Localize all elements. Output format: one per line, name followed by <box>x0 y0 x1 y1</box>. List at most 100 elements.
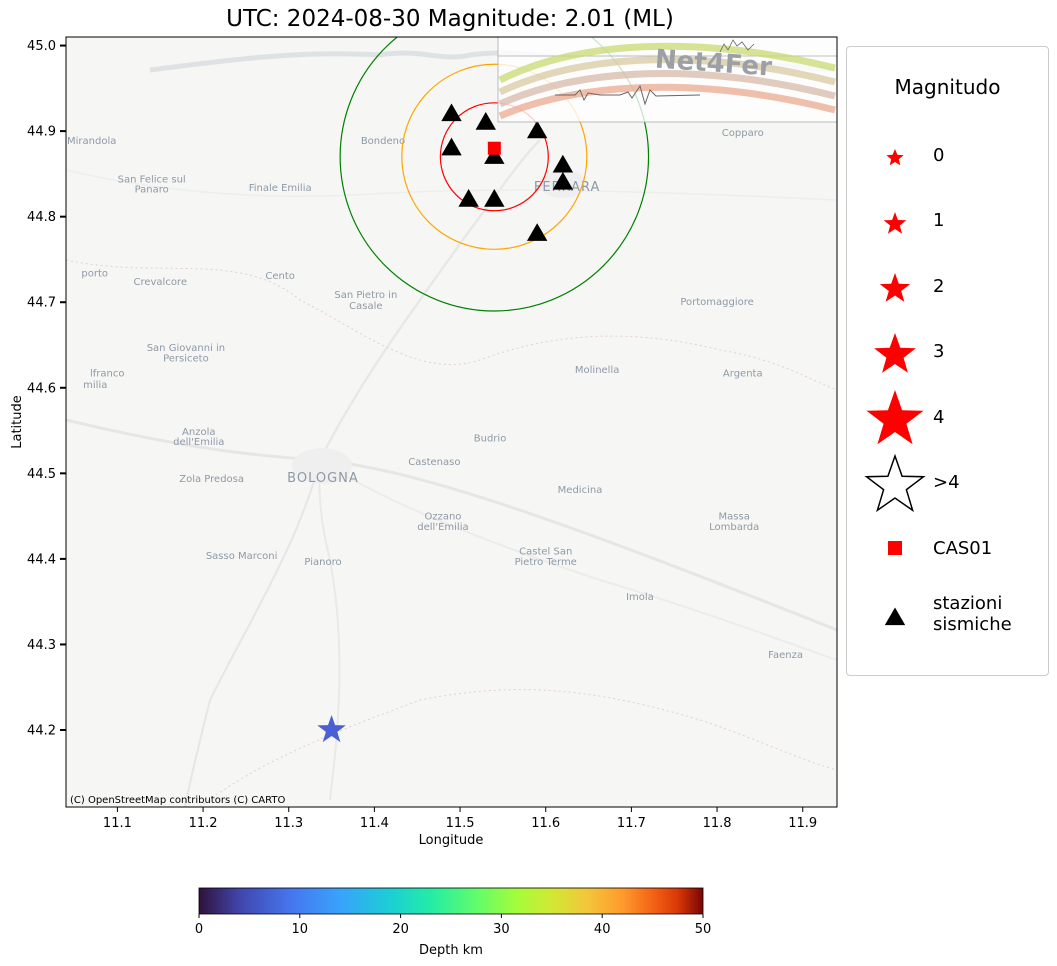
legend-item: CAS01 <box>847 518 1048 578</box>
y-axis-ticks: 44.2 44.3 44.4 44.5 44.6 44.7 44.8 44.9 45.0 <box>27 39 66 739</box>
station-marker <box>552 171 574 190</box>
y-tick-label: 44.7 <box>27 296 56 311</box>
legend-item: 3 <box>847 322 1048 382</box>
chart-title: UTC: 2024-08-30 Magnitude: 2.01 (ML) <box>226 6 674 32</box>
station-marker <box>458 189 479 207</box>
legend-label: 4 <box>933 406 945 428</box>
basemap-features <box>66 50 837 807</box>
event-star <box>317 715 346 743</box>
legend-symbol <box>847 453 943 513</box>
map-place-label: Medicina <box>558 485 603 496</box>
legend-square-marker <box>888 541 902 555</box>
colorbar-tick-label: 40 <box>594 922 611 937</box>
colorbar-tick-label: 10 <box>292 922 309 937</box>
legend-star-marker <box>874 332 916 373</box>
y-tick-label: 44.3 <box>27 638 56 653</box>
distance-ring <box>401 63 588 250</box>
map-place-label: Sasso Marconi <box>206 551 278 562</box>
legend-star-marker <box>879 273 911 302</box>
legend-symbol <box>847 387 943 447</box>
map-place-label: Crevalcore <box>133 277 187 288</box>
station-marker <box>526 120 548 139</box>
plot-frame <box>65 36 838 808</box>
y-tick-label: 44.8 <box>27 210 56 225</box>
legend-item: 4 <box>847 387 1048 447</box>
map-place-label: Argenta <box>723 369 763 380</box>
map-place-labels: Mirandola Bondeno Copparo San Felice sulPan… <box>67 128 803 661</box>
x-axis-label: Longitude <box>419 833 484 848</box>
depth-colorbar: 0 10 20 30 40 50 Depth km <box>195 887 712 958</box>
map-place-label: lfranco <box>90 369 125 380</box>
legend-symbol <box>847 322 943 382</box>
legend-star-marker <box>883 211 907 234</box>
station-marker <box>484 189 505 207</box>
legend-label: 0 <box>933 144 945 166</box>
station-marker <box>441 137 462 156</box>
station-marker <box>475 112 496 130</box>
map-place-label: Pietro Terme <box>515 557 577 568</box>
legend-label: 3 <box>933 341 945 362</box>
map-place-label: Portomaggiore <box>680 297 753 308</box>
x-tick-label: 11.7 <box>617 816 646 831</box>
y-tick-label: 44.4 <box>27 552 56 567</box>
map-place-label: milia <box>83 380 107 391</box>
legend-label: CAS01 <box>933 537 993 559</box>
x-tick-label: 11.8 <box>703 816 732 831</box>
x-axis-ticks: 11.1 11.2 11.3 11.4 11.5 11.6 11.7 11.8 11.9 <box>103 807 817 831</box>
map-place-label: porto <box>81 269 108 280</box>
legend-star-marker <box>864 453 926 512</box>
cas01-station <box>487 141 501 155</box>
x-tick-label: 11.3 <box>274 816 303 831</box>
map-place-label: Zola Predosa <box>179 474 244 485</box>
map-place-label: Pianoro <box>304 557 341 568</box>
map-place-label: Mirandola <box>67 136 116 147</box>
legend-item: 1 <box>847 191 1048 251</box>
legend-triangle-marker <box>884 606 906 625</box>
colorbar-tick-label: 50 <box>695 922 712 937</box>
y-axis-label: Latitude <box>10 395 25 449</box>
cas01-marker <box>487 141 501 155</box>
seismic-stations <box>441 103 574 241</box>
y-tick-label: 44.5 <box>27 467 56 482</box>
map-place-label: Castenaso <box>408 457 460 468</box>
legend-star-marker <box>866 390 924 445</box>
x-tick-label: 11.2 <box>189 816 218 831</box>
station-marker <box>441 103 462 122</box>
legend-symbol <box>847 191 943 251</box>
colorbar-tick-label: 0 <box>195 922 203 937</box>
station-marker <box>526 223 548 241</box>
colorbar-gradient <box>198 887 704 915</box>
legend-item: 0 <box>847 125 1048 185</box>
y-tick-label: 44.2 <box>27 724 56 739</box>
legend-star-marker <box>886 149 904 166</box>
map-place-label: Finale Emilia <box>249 183 312 194</box>
map-place-label: Persiceto <box>163 353 209 364</box>
map-place-label: Molinella <box>575 365 619 376</box>
legend: Magnitudo 0 1 2 3 4 >4 CAS01 stazioni sismiche <box>846 46 1049 676</box>
legend-symbol <box>847 256 943 316</box>
map-place-label: Faenza <box>768 650 803 661</box>
colorbar-tick-label: 20 <box>392 922 409 937</box>
distance-ring <box>339 37 650 312</box>
x-tick-label: 11.4 <box>360 816 389 831</box>
map-place-label: Cento <box>265 271 295 282</box>
legend-label: >4 <box>933 472 960 493</box>
legend-symbol <box>847 125 943 185</box>
map-place-label: Massa <box>719 512 750 523</box>
net4fer-logo: Net4Fer <box>497 36 838 123</box>
map-place-label: Lombarda <box>709 522 759 533</box>
legend-label: stazioni sismiche <box>933 592 1012 635</box>
legend-label: 2 <box>933 275 945 297</box>
colorbar-label: Depth km <box>419 943 483 958</box>
map-place-label: Panaro <box>135 185 169 196</box>
y-tick-label: 44.6 <box>27 381 56 396</box>
map-place-label: Ozzano <box>424 512 461 523</box>
colorbar-tick-label: 30 <box>493 922 510 937</box>
legend-symbol <box>847 584 943 644</box>
legend-title: Magnitudo <box>894 75 1001 99</box>
map-place-label: San Giovanni in <box>147 343 225 354</box>
map-place-label: Copparo <box>722 128 764 139</box>
y-tick-label: 44.9 <box>27 125 56 140</box>
x-tick-label: 11.5 <box>446 816 475 831</box>
